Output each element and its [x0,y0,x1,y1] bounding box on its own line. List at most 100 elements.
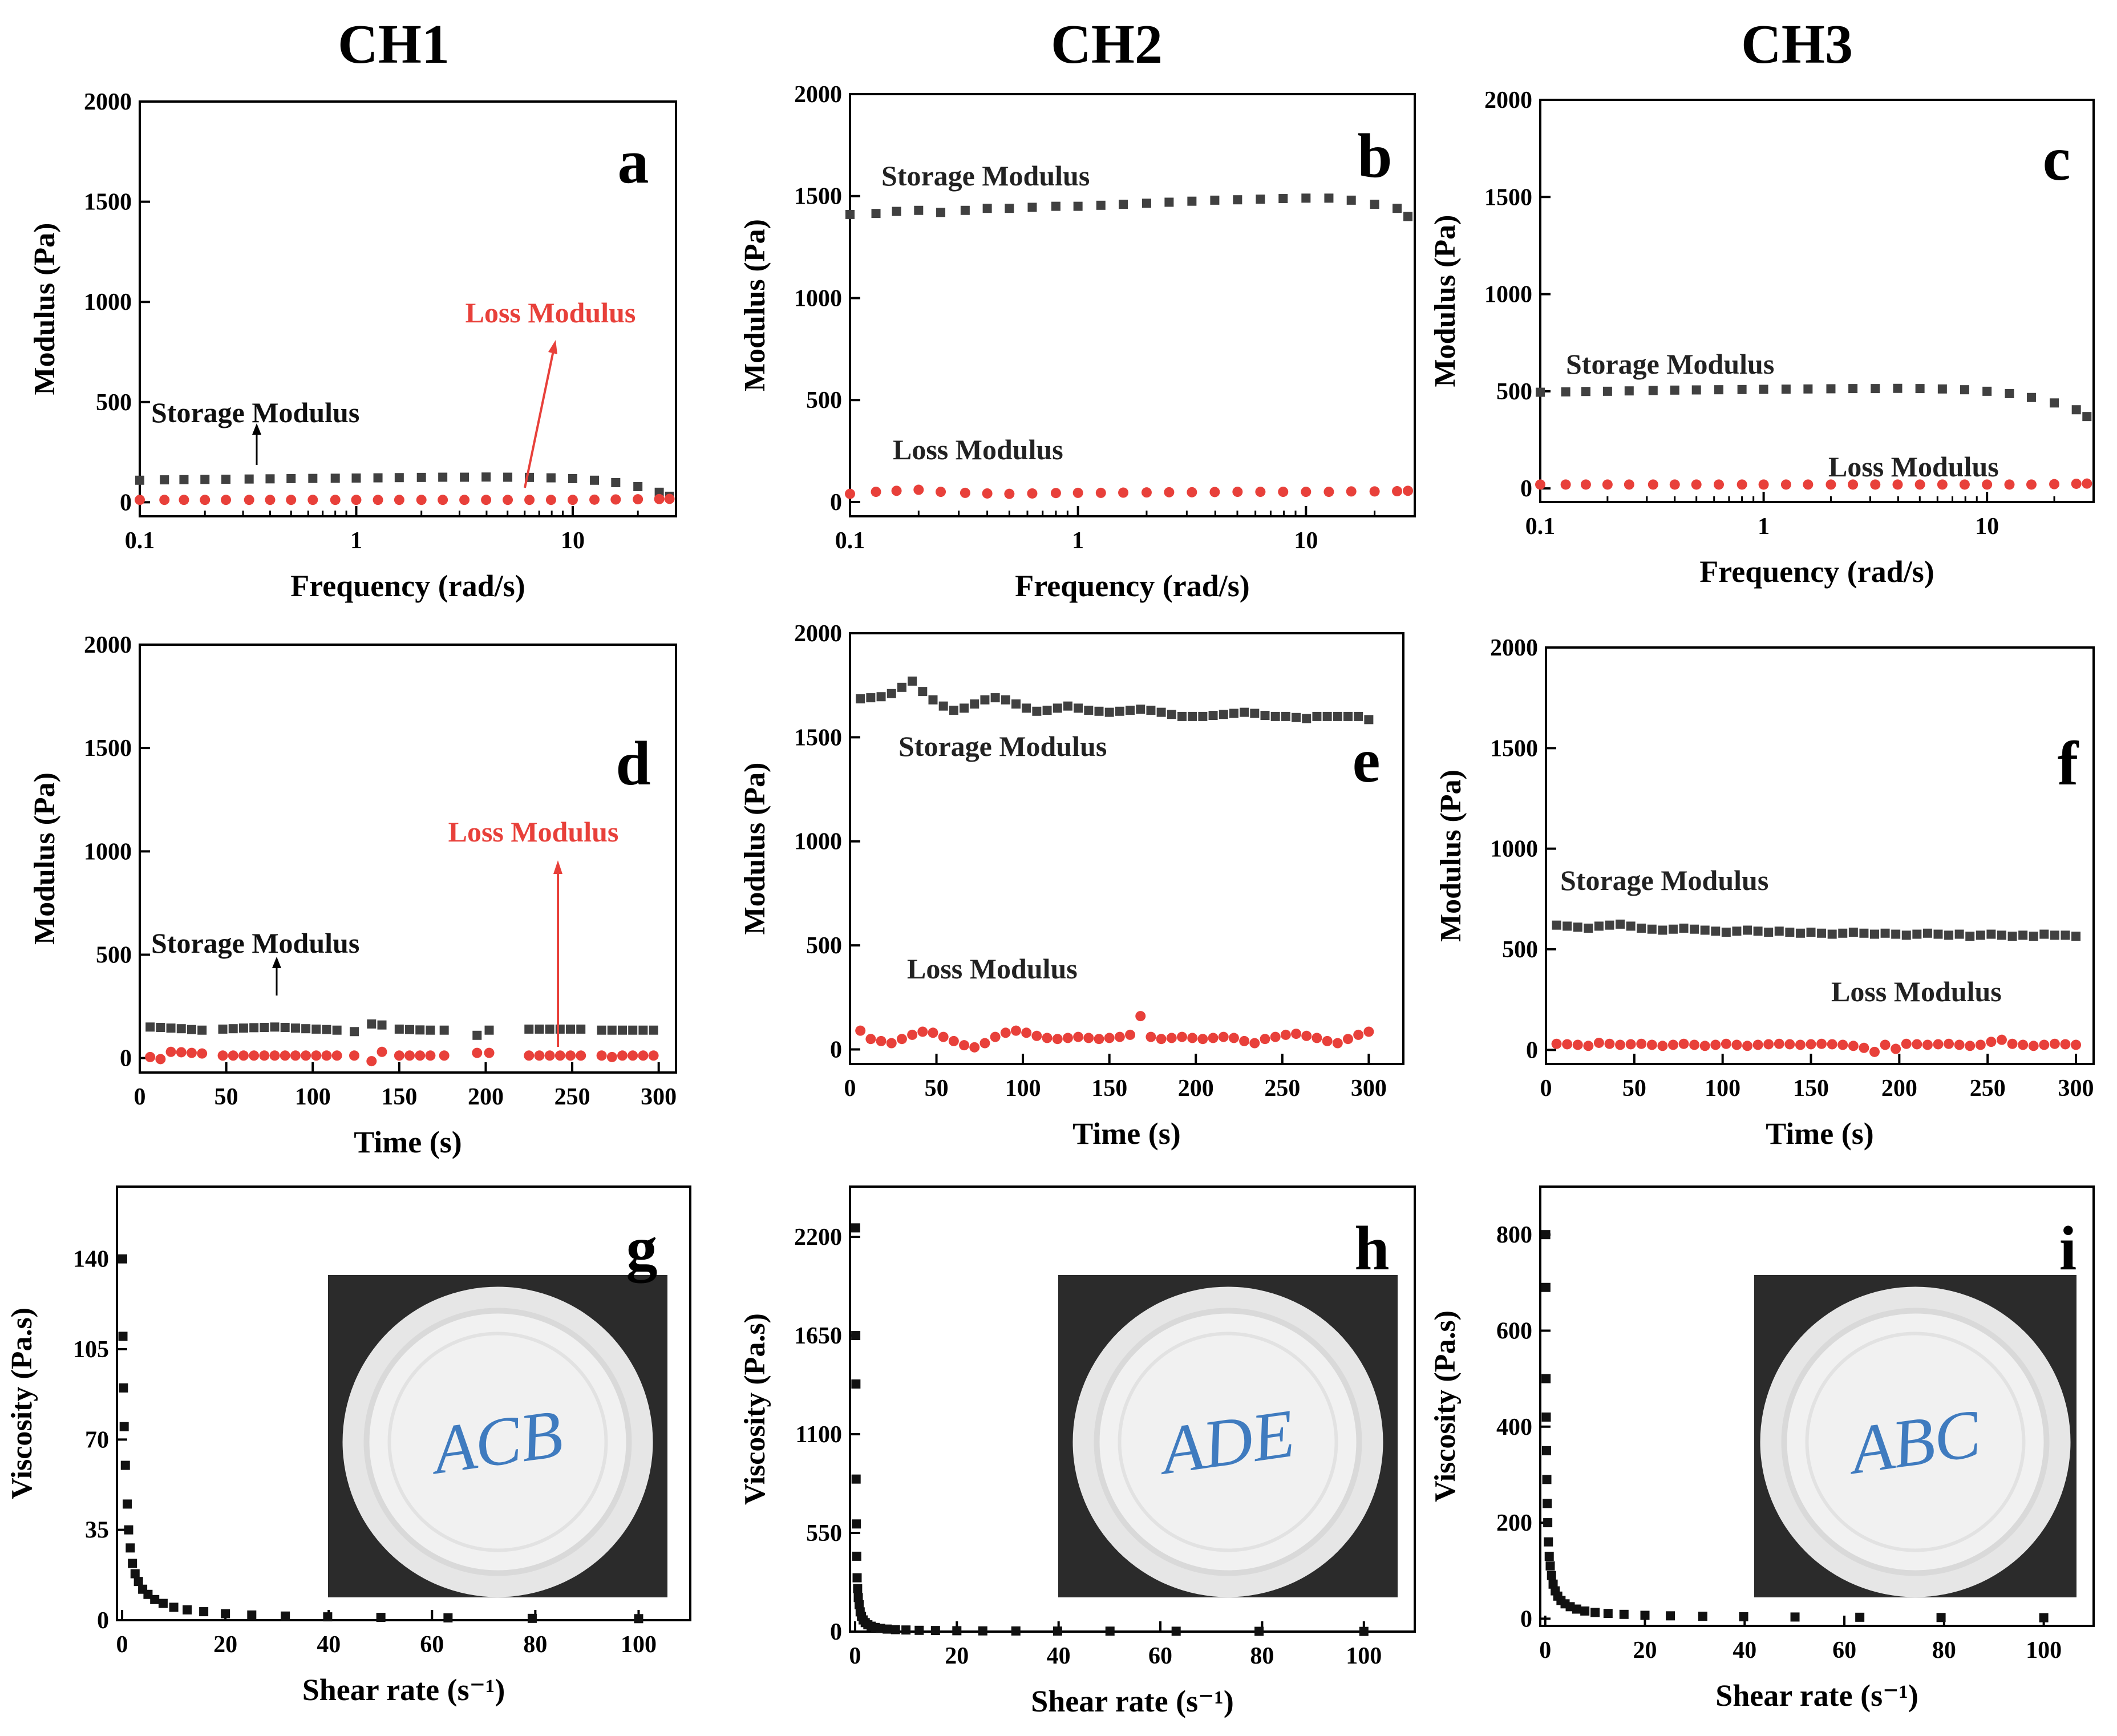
data-point [606,1051,617,1062]
data-point [158,1599,168,1608]
data-point [503,472,513,482]
data-point [1880,928,1890,938]
y-tick-label: 2000 [84,632,132,658]
data-point [1270,1031,1281,1042]
panel-f: 0 500 1000 1500 2000 0 50 100 150 200 250 300 Time (… [1435,635,2095,1151]
data-point [2007,1038,2018,1049]
data-point [426,1025,435,1035]
data-point [876,1035,887,1046]
data-point [247,1610,257,1620]
data-point [301,1050,311,1061]
data-point [1944,1038,1954,1049]
y-axis-title: Modulus (Pa) [1429,215,1462,387]
data-point [1255,487,1266,497]
x-tick-label: 100 [295,1084,331,1110]
series-annotation: Loss Modulus [466,297,636,329]
series-storage-modulus [845,193,1413,221]
data-point [978,1626,987,1636]
petri-dish [363,1308,632,1576]
series-annotation: Loss Modulus [1828,451,1999,483]
data-point [405,1025,415,1034]
data-point [1573,922,1582,932]
data-point [1166,1033,1177,1043]
data-point [1552,920,1561,930]
y-axis-title: Modulus (Pa) [29,223,61,395]
data-point [238,1050,249,1061]
data-point [376,1613,386,1622]
data-point [1187,487,1197,497]
data-point [1021,1027,1032,1038]
data-point [1590,1608,1600,1617]
x-tick-label: 50 [214,1084,238,1110]
data-point [1691,479,1702,490]
data-point [1072,487,1083,498]
data-point [2082,478,2092,489]
data-point [1177,1031,1187,1042]
data-point [908,676,917,686]
data-point [265,495,276,505]
data-point [2039,1039,2050,1050]
data-point [1278,487,1289,497]
data-point [865,1034,876,1045]
data-point [197,1048,208,1059]
data-point [948,1035,959,1046]
y-tick-label: 0 [830,489,842,516]
data-point [286,474,296,483]
data-point [866,693,876,703]
data-point [460,472,469,482]
data-point [1901,1038,1912,1049]
data-point [1562,1039,1573,1050]
x-tick-label: 150 [1091,1075,1127,1102]
data-point [218,1024,228,1034]
data-point [199,1607,209,1617]
data-point [1343,711,1353,721]
data-point [404,1050,415,1061]
data-point [1803,479,1814,490]
x-tick-label: 100 [621,1632,657,1658]
plot-frame [849,1185,1416,1633]
data-point [535,1024,544,1034]
data-point [1933,1039,1944,1050]
x-tick-label: 0 [844,1075,856,1102]
series-annotation: Loss Modulus [907,953,1078,985]
data-point [1050,488,1061,499]
panel-letter: i [2059,1213,2077,1283]
x-axis-title: Time (s) [1766,1116,1873,1151]
x-axis-title: Time (s) [354,1125,462,1159]
data-point [524,1024,534,1034]
data-point [133,1577,143,1587]
data-point [1615,1039,1626,1050]
data-point [936,487,946,497]
data-point [1343,1034,1353,1045]
data-point [373,473,383,483]
data-point [607,1025,617,1035]
data-point [1141,487,1152,498]
plot-frame [139,100,677,517]
data-point [1027,203,1037,212]
data-point [1545,1561,1555,1571]
column-title-ch2: CH2 [1051,14,1163,75]
data-point [1073,1031,1084,1042]
x-tick-label: 200 [1881,1075,1917,1102]
data-point [197,1025,207,1035]
data-point [1825,479,1836,490]
data-point [1954,929,1964,939]
data-point [416,495,427,505]
data-point [1986,929,1996,939]
data-point [1011,1626,1021,1636]
data-point [845,209,855,219]
data-point [1795,1039,1806,1050]
data-point [145,1051,156,1062]
data-point [281,1611,290,1621]
data-point [1249,1038,1260,1049]
data-point [1593,1037,1604,1048]
data-point [1880,1039,1891,1050]
data-point [1094,1034,1104,1045]
panel-d: 0 500 1000 1500 2000 0 50 100 150 200 250 300 Time (… [29,632,677,1159]
data-point [2050,930,2059,940]
data-point [1354,711,1363,721]
data-point [1975,1039,1986,1050]
x-tick-label: 100 [2026,1637,2062,1664]
data-point [1691,385,1701,395]
